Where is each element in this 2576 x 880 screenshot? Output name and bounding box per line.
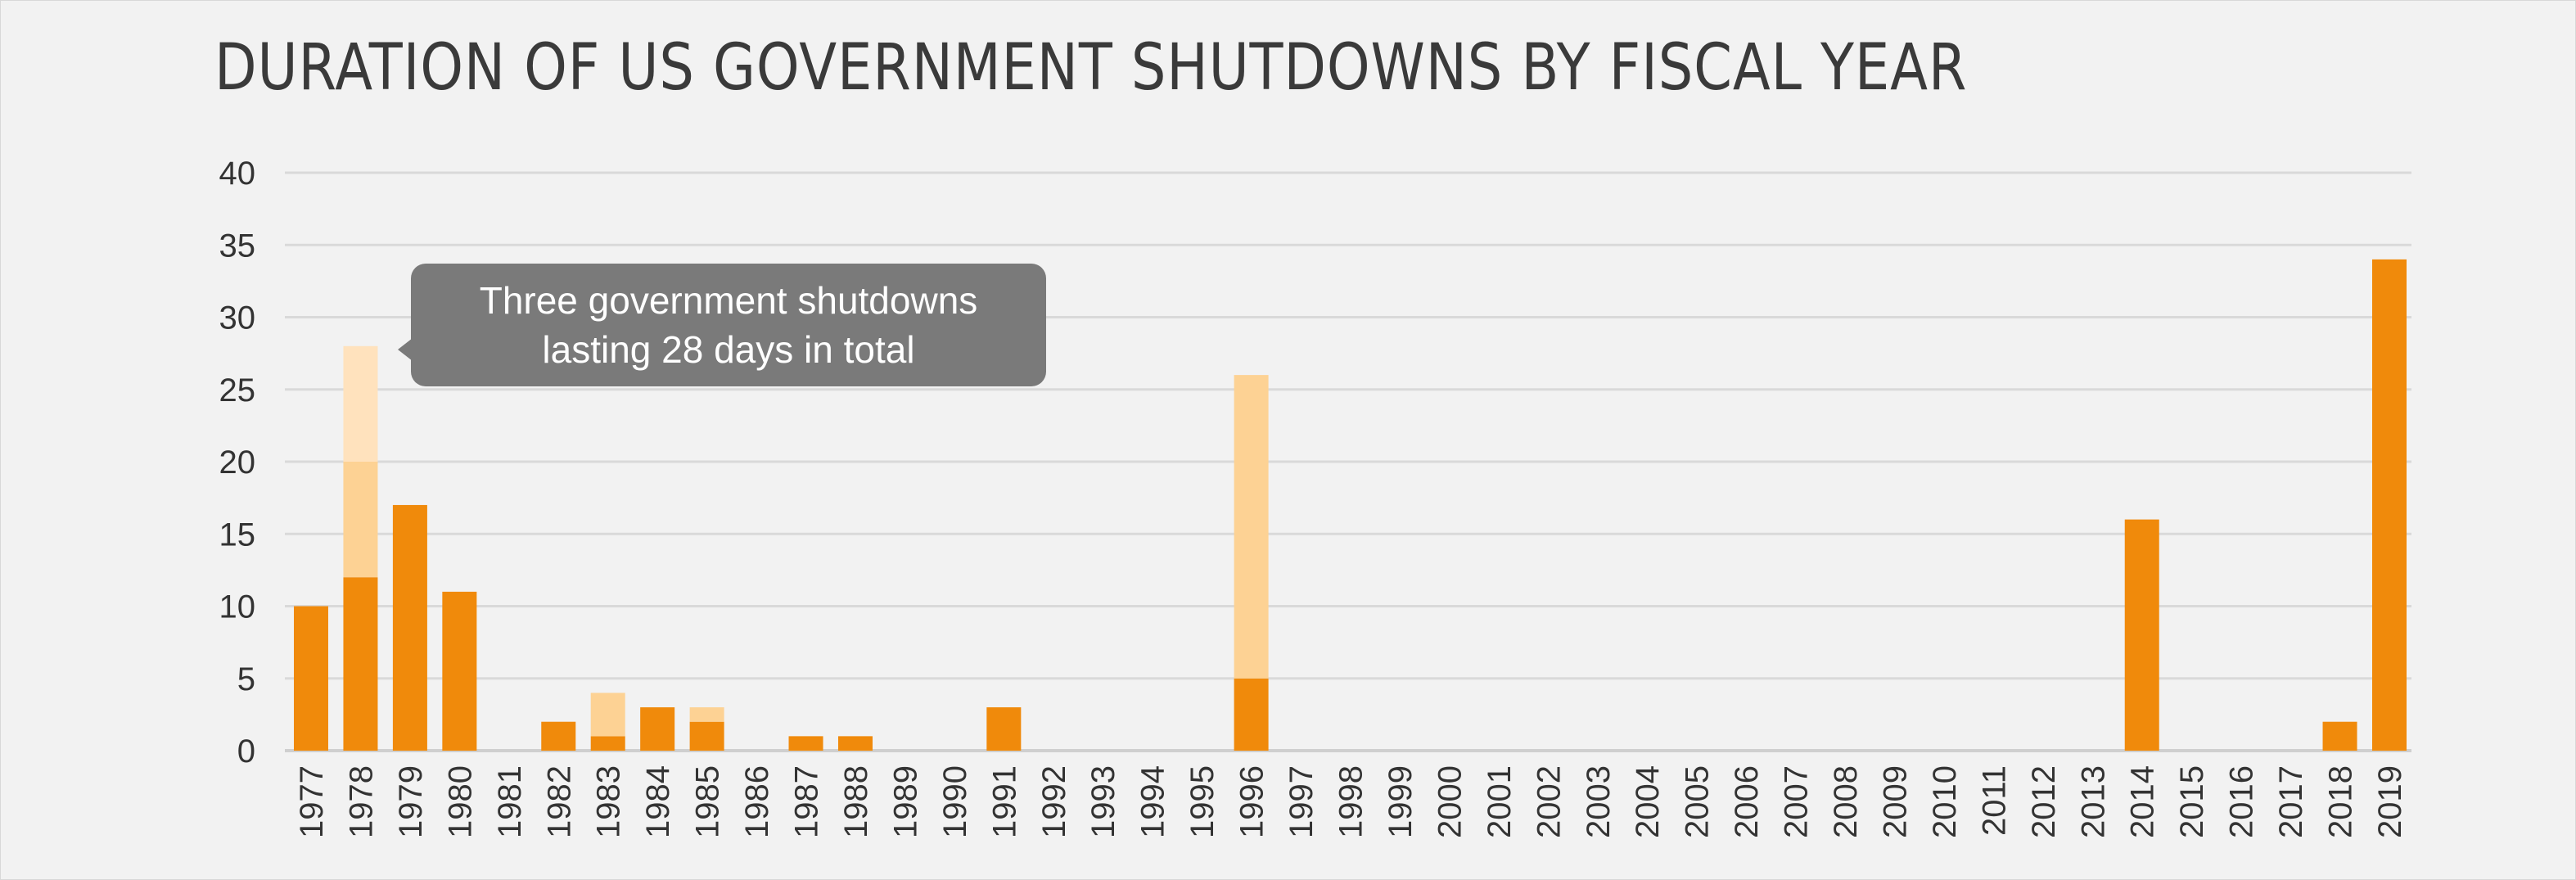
bar-1991-segment-1[interactable] xyxy=(986,707,1022,751)
bar-1978-segment-3[interactable] xyxy=(343,345,378,462)
y-tick-label: 20 xyxy=(219,445,256,481)
x-tick-label: 1988 xyxy=(838,765,874,838)
tooltip-line-2: lasting 28 days in total xyxy=(542,328,915,371)
tooltip-pointer xyxy=(398,338,413,361)
x-tick-label: 1997 xyxy=(1283,765,1320,838)
x-tick-label: 1993 xyxy=(1085,765,1121,838)
x-tick-label: 2006 xyxy=(1729,765,1765,838)
y-tick-label: 5 xyxy=(237,661,255,697)
bar-1987-segment-1[interactable] xyxy=(788,736,823,751)
x-tick-label: 1992 xyxy=(1036,765,1072,838)
x-tick-label: 2016 xyxy=(2224,765,2260,838)
y-tick-label: 40 xyxy=(219,156,256,192)
x-tick-label: 2002 xyxy=(1531,765,1567,838)
bar-1983-segment-2[interactable] xyxy=(590,693,625,737)
bars xyxy=(294,259,2407,751)
x-tick-label: 2011 xyxy=(1976,765,2012,836)
y-tick-label: 35 xyxy=(219,228,256,264)
x-tick-label: 2005 xyxy=(1680,765,1716,838)
x-tick-label: 2013 xyxy=(2075,765,2111,838)
x-tick-label: 1985 xyxy=(690,765,726,838)
bar-1984-segment-1[interactable] xyxy=(640,707,675,751)
x-tick-label: 1995 xyxy=(1184,765,1220,838)
gridlines xyxy=(285,171,2411,752)
chart-title: DURATION OF US GOVERNMENT SHUTDOWNS BY F… xyxy=(214,31,1968,105)
bar-1980-segment-1[interactable] xyxy=(442,591,477,751)
x-tick-label: 2008 xyxy=(1828,765,1864,838)
y-tick-label: 25 xyxy=(219,372,256,408)
x-tick-label: 2009 xyxy=(1877,765,1913,838)
bar-1978-segment-1[interactable] xyxy=(343,577,378,751)
annotation-tooltip: Three government shutdowns lasting 28 da… xyxy=(411,264,1046,386)
bar-1996-segment-2[interactable] xyxy=(1234,375,1269,679)
bar-1985-segment-1[interactable] xyxy=(689,721,724,751)
x-tick-label: 2004 xyxy=(1630,765,1666,838)
x-tick-label: 1983 xyxy=(591,765,627,838)
x-axis-ticks: 1977 1978 1979 1980 1981 1982 1983 1984 1985 1986… xyxy=(294,765,2408,838)
bar-1988-segment-1[interactable] xyxy=(837,736,873,751)
x-tick-label: 2019 xyxy=(2372,765,2408,838)
x-tick-label: 1980 xyxy=(442,765,478,838)
x-tick-label: 2018 xyxy=(2323,765,2359,838)
bar-1996-segment-1[interactable] xyxy=(1234,678,1269,751)
x-tick-label: 1994 xyxy=(1135,765,1171,838)
x-tick-label: 1996 xyxy=(1234,765,1270,838)
y-axis-ticks: 0 5 10 15 20 25 30 35 40 xyxy=(219,156,256,769)
bar-1985-segment-2[interactable] xyxy=(689,707,724,722)
x-tick-label: 1989 xyxy=(887,765,923,838)
bar-1978-segment-2[interactable] xyxy=(343,462,378,578)
x-tick-label: 1984 xyxy=(640,765,676,838)
x-tick-label: 2015 xyxy=(2174,765,2210,838)
x-tick-label: 2007 xyxy=(1779,765,1815,838)
bar-1982-segment-1[interactable] xyxy=(541,721,576,751)
bar-1979-segment-1[interactable] xyxy=(392,504,427,751)
x-tick-label: 1977 xyxy=(294,765,330,838)
bar-2019-segment-1[interactable] xyxy=(2372,259,2407,751)
y-tick-label: 15 xyxy=(219,517,256,553)
tooltip-line-1: Three government shutdowns xyxy=(479,279,978,322)
x-tick-label: 1986 xyxy=(739,765,775,838)
bar-1983-segment-1[interactable] xyxy=(590,736,625,751)
x-tick-label: 2014 xyxy=(2125,765,2161,838)
x-tick-label: 1991 xyxy=(986,765,1022,838)
x-tick-label: 1982 xyxy=(541,765,577,838)
bar-2018-segment-1[interactable] xyxy=(2322,721,2357,751)
y-tick-label: 10 xyxy=(219,589,256,625)
x-tick-label: 1990 xyxy=(937,765,973,838)
bar-2014-segment-1[interactable] xyxy=(2124,519,2159,751)
x-tick-label: 2017 xyxy=(2273,765,2309,838)
bar-1977-segment-1[interactable] xyxy=(294,606,328,751)
x-tick-label: 2000 xyxy=(1432,765,1468,838)
x-tick-label: 1987 xyxy=(789,765,825,838)
x-tick-label: 1981 xyxy=(492,765,528,838)
x-tick-label: 1999 xyxy=(1383,765,1419,838)
x-tick-label: 2012 xyxy=(2026,765,2062,838)
x-tick-label: 2001 xyxy=(1482,765,1518,838)
x-tick-label: 1998 xyxy=(1333,765,1369,838)
y-tick-label: 30 xyxy=(219,300,256,336)
x-tick-label: 2003 xyxy=(1581,765,1617,838)
x-tick-label: 1978 xyxy=(343,765,379,838)
x-tick-label: 1979 xyxy=(393,765,429,838)
y-tick-label: 0 xyxy=(237,733,255,769)
x-tick-label: 2010 xyxy=(1927,765,1963,838)
